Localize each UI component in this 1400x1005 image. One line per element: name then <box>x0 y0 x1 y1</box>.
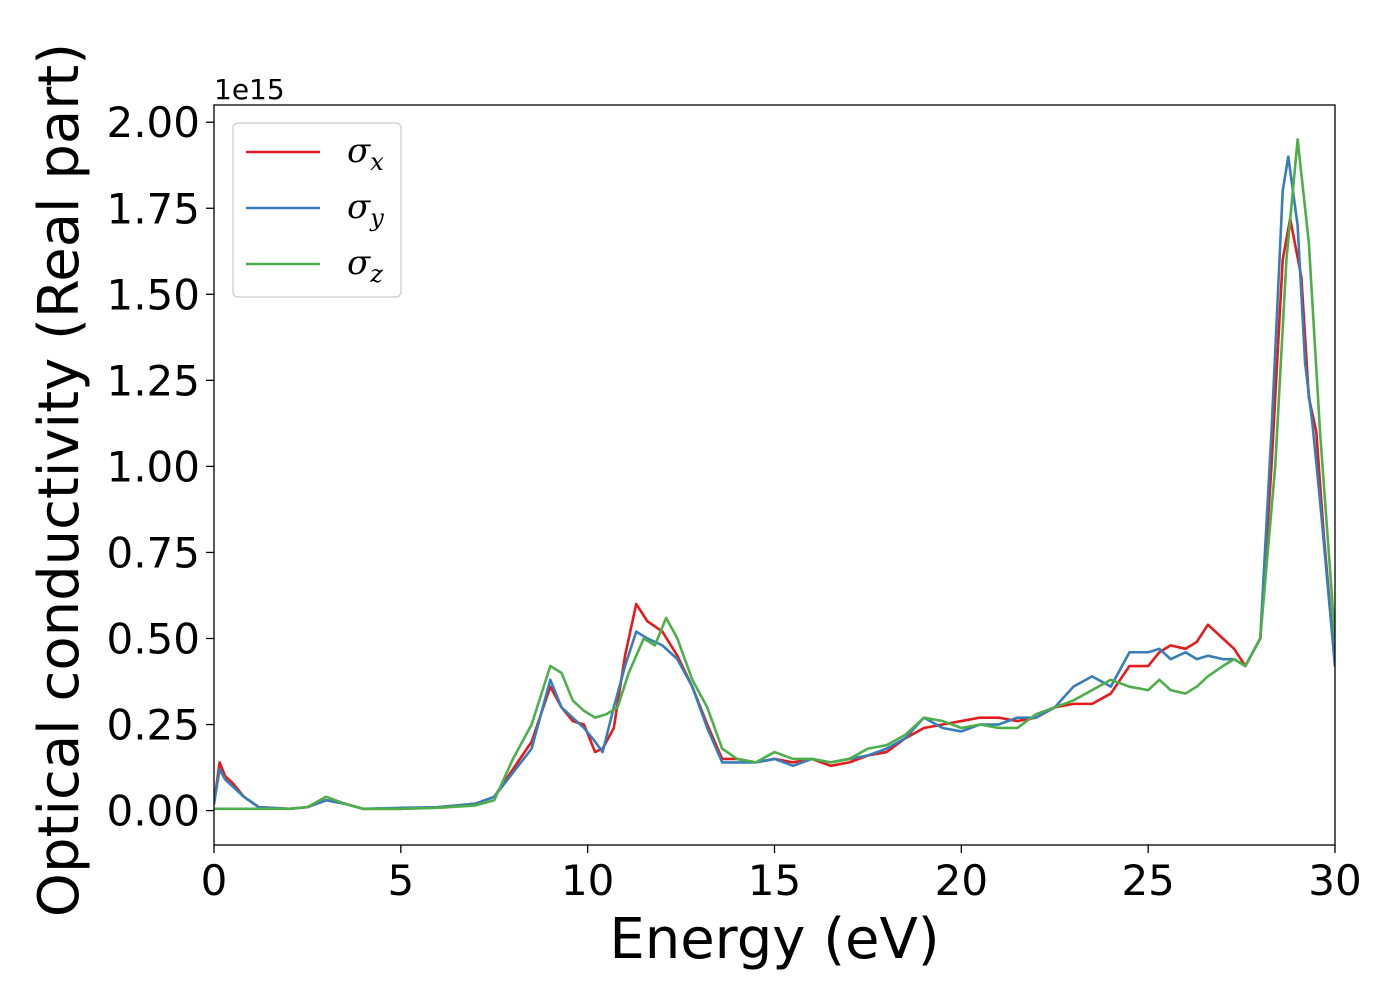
x-tick-label: 5 <box>387 856 414 905</box>
x-tick-label: 20 <box>935 856 988 905</box>
y-tick-label: 0.75 <box>106 528 200 577</box>
y-tick-label: 1.75 <box>106 184 200 233</box>
y-tick-label: 0.00 <box>106 787 200 836</box>
legend: σx σy σz <box>232 122 402 298</box>
x-tick-label: 15 <box>748 856 801 905</box>
y-tick-label: 0.50 <box>106 614 200 663</box>
y-tick-label: 2.00 <box>106 98 200 147</box>
y-axis-label: Optical conductivity (Real part) <box>27 43 92 917</box>
series-line-z <box>214 138 1335 811</box>
y-axis: 0.00 0.25 0.50 0.75 1.00 1.25 1.50 1.75 2.00 <box>106 98 214 836</box>
y-tick-label: 1.00 <box>106 442 200 491</box>
x-tick-label: 0 <box>201 856 228 905</box>
y-tick-label: 1.25 <box>106 356 200 405</box>
y-tick-label: 1.50 <box>106 270 200 319</box>
legend-label-z: σz <box>347 243 383 288</box>
x-tick-label: 30 <box>1308 856 1361 905</box>
x-axis-label: Energy (eV) <box>609 907 939 972</box>
series-line-x <box>214 217 1335 811</box>
y-tick-label: 0.25 <box>106 701 200 750</box>
plot-lines <box>214 138 1335 811</box>
y-axis-offset-text: 1e15 <box>214 73 285 106</box>
x-axis: 0 5 10 15 20 25 30 <box>201 845 1362 905</box>
x-tick-label: 25 <box>1121 856 1174 905</box>
legend-box <box>232 122 402 298</box>
legend-label-x: σx <box>347 131 384 176</box>
x-tick-label: 10 <box>561 856 614 905</box>
legend-label-y: σy <box>347 187 384 232</box>
